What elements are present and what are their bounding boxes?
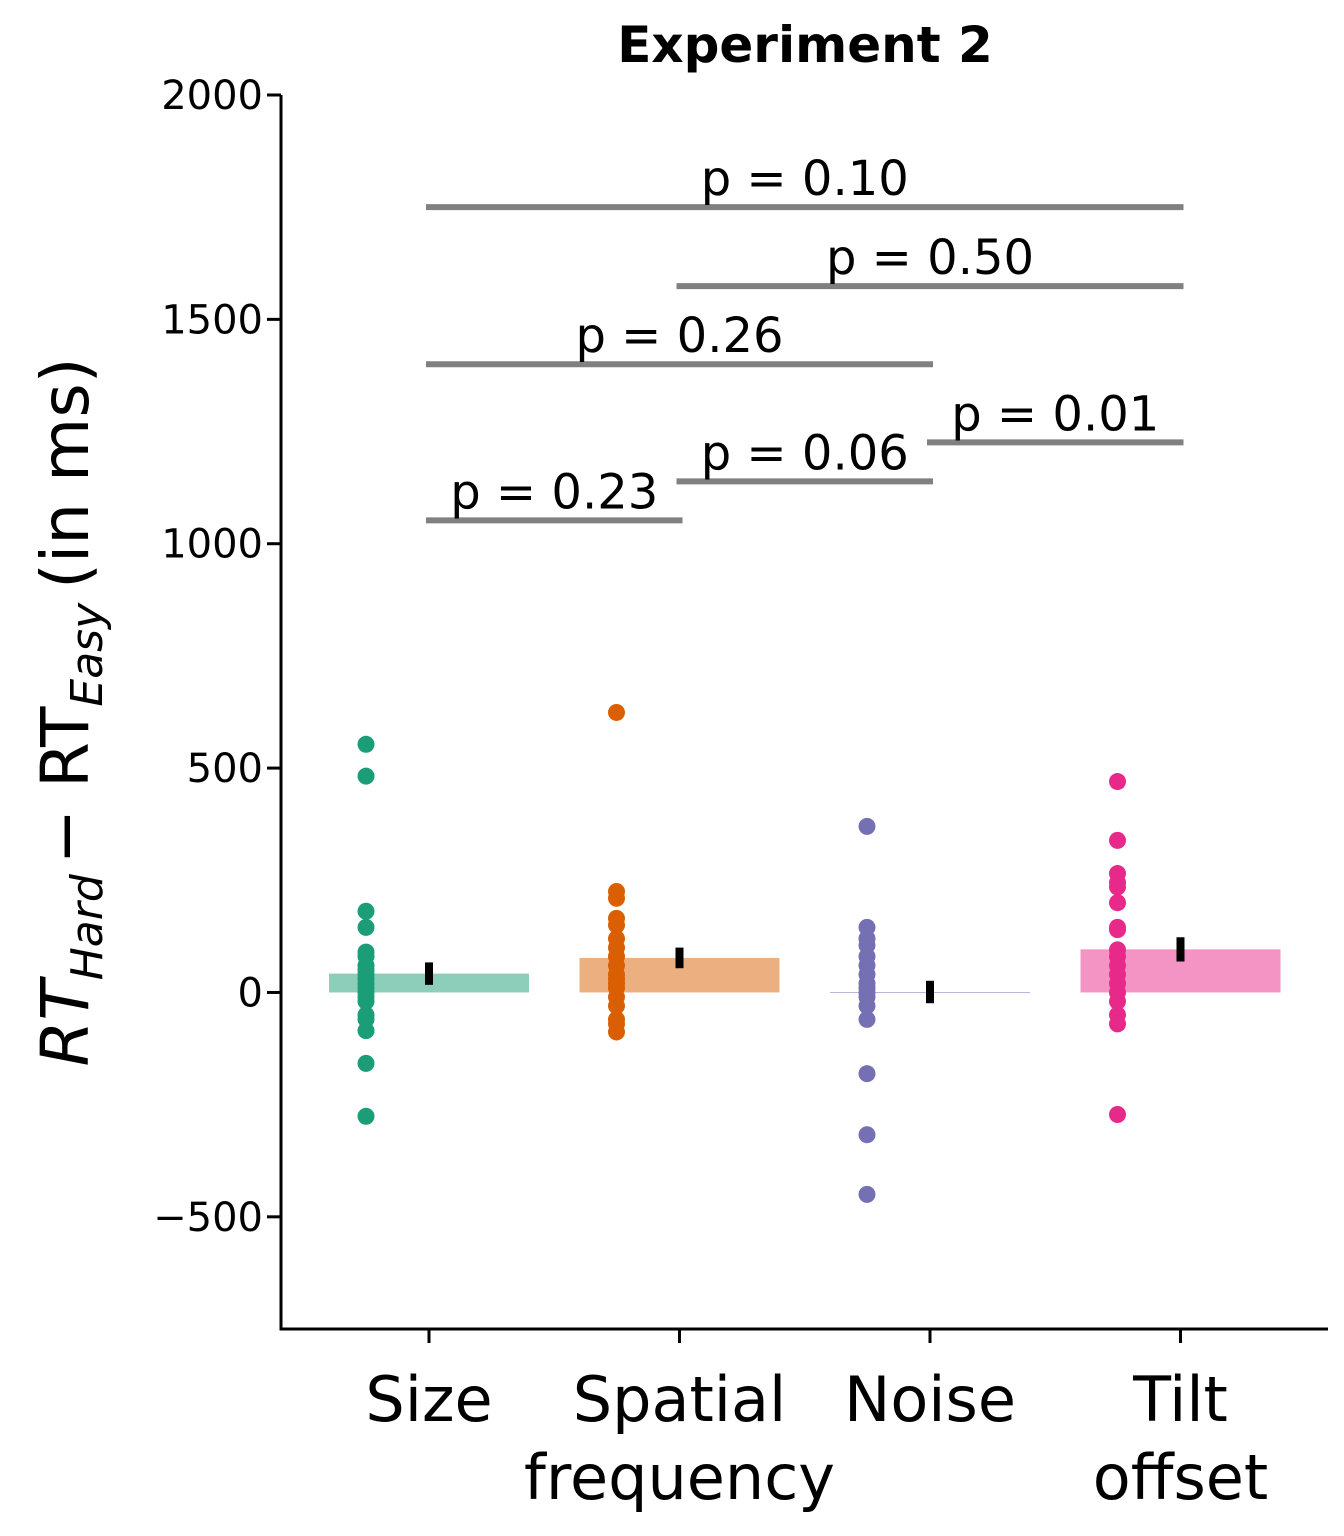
x-tick-label-line: offset [1093, 1441, 1268, 1514]
data-point [1109, 894, 1126, 912]
y-label-part: − RT [27, 706, 104, 864]
data-point [357, 1022, 375, 1040]
y-tick-label: 2000 [161, 73, 263, 119]
x-tick-label-line: Tilt [1132, 1363, 1228, 1436]
significance-label: p = 0.06 [701, 425, 909, 481]
y-tick-label: −500 [153, 1195, 263, 1241]
y-tick-label: 0 [238, 970, 263, 1016]
data-point [608, 916, 625, 934]
data-point [608, 1023, 625, 1041]
data-point [357, 1107, 375, 1125]
y-axis-label: RTHard − RTEasy (in ms) [27, 358, 113, 1067]
chart-title: Experiment 2 [617, 16, 993, 74]
data-point [357, 767, 375, 785]
x-tick-label-line: frequency [524, 1441, 835, 1514]
x-tick-label: Noise [844, 1363, 1016, 1436]
x-tick-label: Tilt offset [1093, 1363, 1268, 1514]
data-point [608, 997, 625, 1015]
data-point [1109, 921, 1126, 939]
y-label-part: Hard [62, 873, 113, 980]
data-point [1109, 773, 1126, 791]
x-tick-label: Spatial frequency [524, 1363, 835, 1514]
significance-label: p = 0.26 [575, 308, 783, 364]
data-point [357, 1054, 375, 1072]
data-point [858, 1126, 876, 1144]
y-tick-label: 500 [187, 746, 263, 792]
x-tick-label-line: Size [365, 1363, 492, 1436]
data-point [1109, 1015, 1126, 1033]
data-point [357, 902, 375, 920]
data-point [858, 1010, 876, 1028]
x-tick-label-line: Spatial [573, 1363, 786, 1436]
y-label-part: Easy [62, 602, 113, 707]
data-point [858, 1185, 876, 1203]
data-point [858, 817, 876, 835]
data-point [357, 992, 375, 1010]
x-tick-label-line: Noise [844, 1363, 1016, 1436]
data-point [1109, 831, 1126, 849]
y-label-part: (in ms) [27, 358, 104, 589]
x-tick-label: Size [365, 1363, 492, 1436]
significance-label: p = 0.23 [450, 464, 658, 520]
data-point [1109, 992, 1126, 1010]
y-tick-label: 1500 [161, 297, 263, 343]
data-point [357, 918, 375, 936]
y-tick-label: 1000 [161, 522, 263, 568]
significance-label: p = 0.01 [951, 386, 1159, 442]
significance-label: p = 0.50 [826, 230, 1034, 286]
significance-label: p = 0.10 [701, 151, 909, 207]
data-point [357, 735, 375, 753]
data-point [608, 703, 625, 721]
y-label-part: RT [27, 976, 104, 1067]
data-point [608, 889, 625, 907]
data-point [858, 997, 876, 1015]
data-point [1109, 878, 1126, 896]
data-point [1109, 1106, 1126, 1124]
data-point [858, 1065, 876, 1083]
